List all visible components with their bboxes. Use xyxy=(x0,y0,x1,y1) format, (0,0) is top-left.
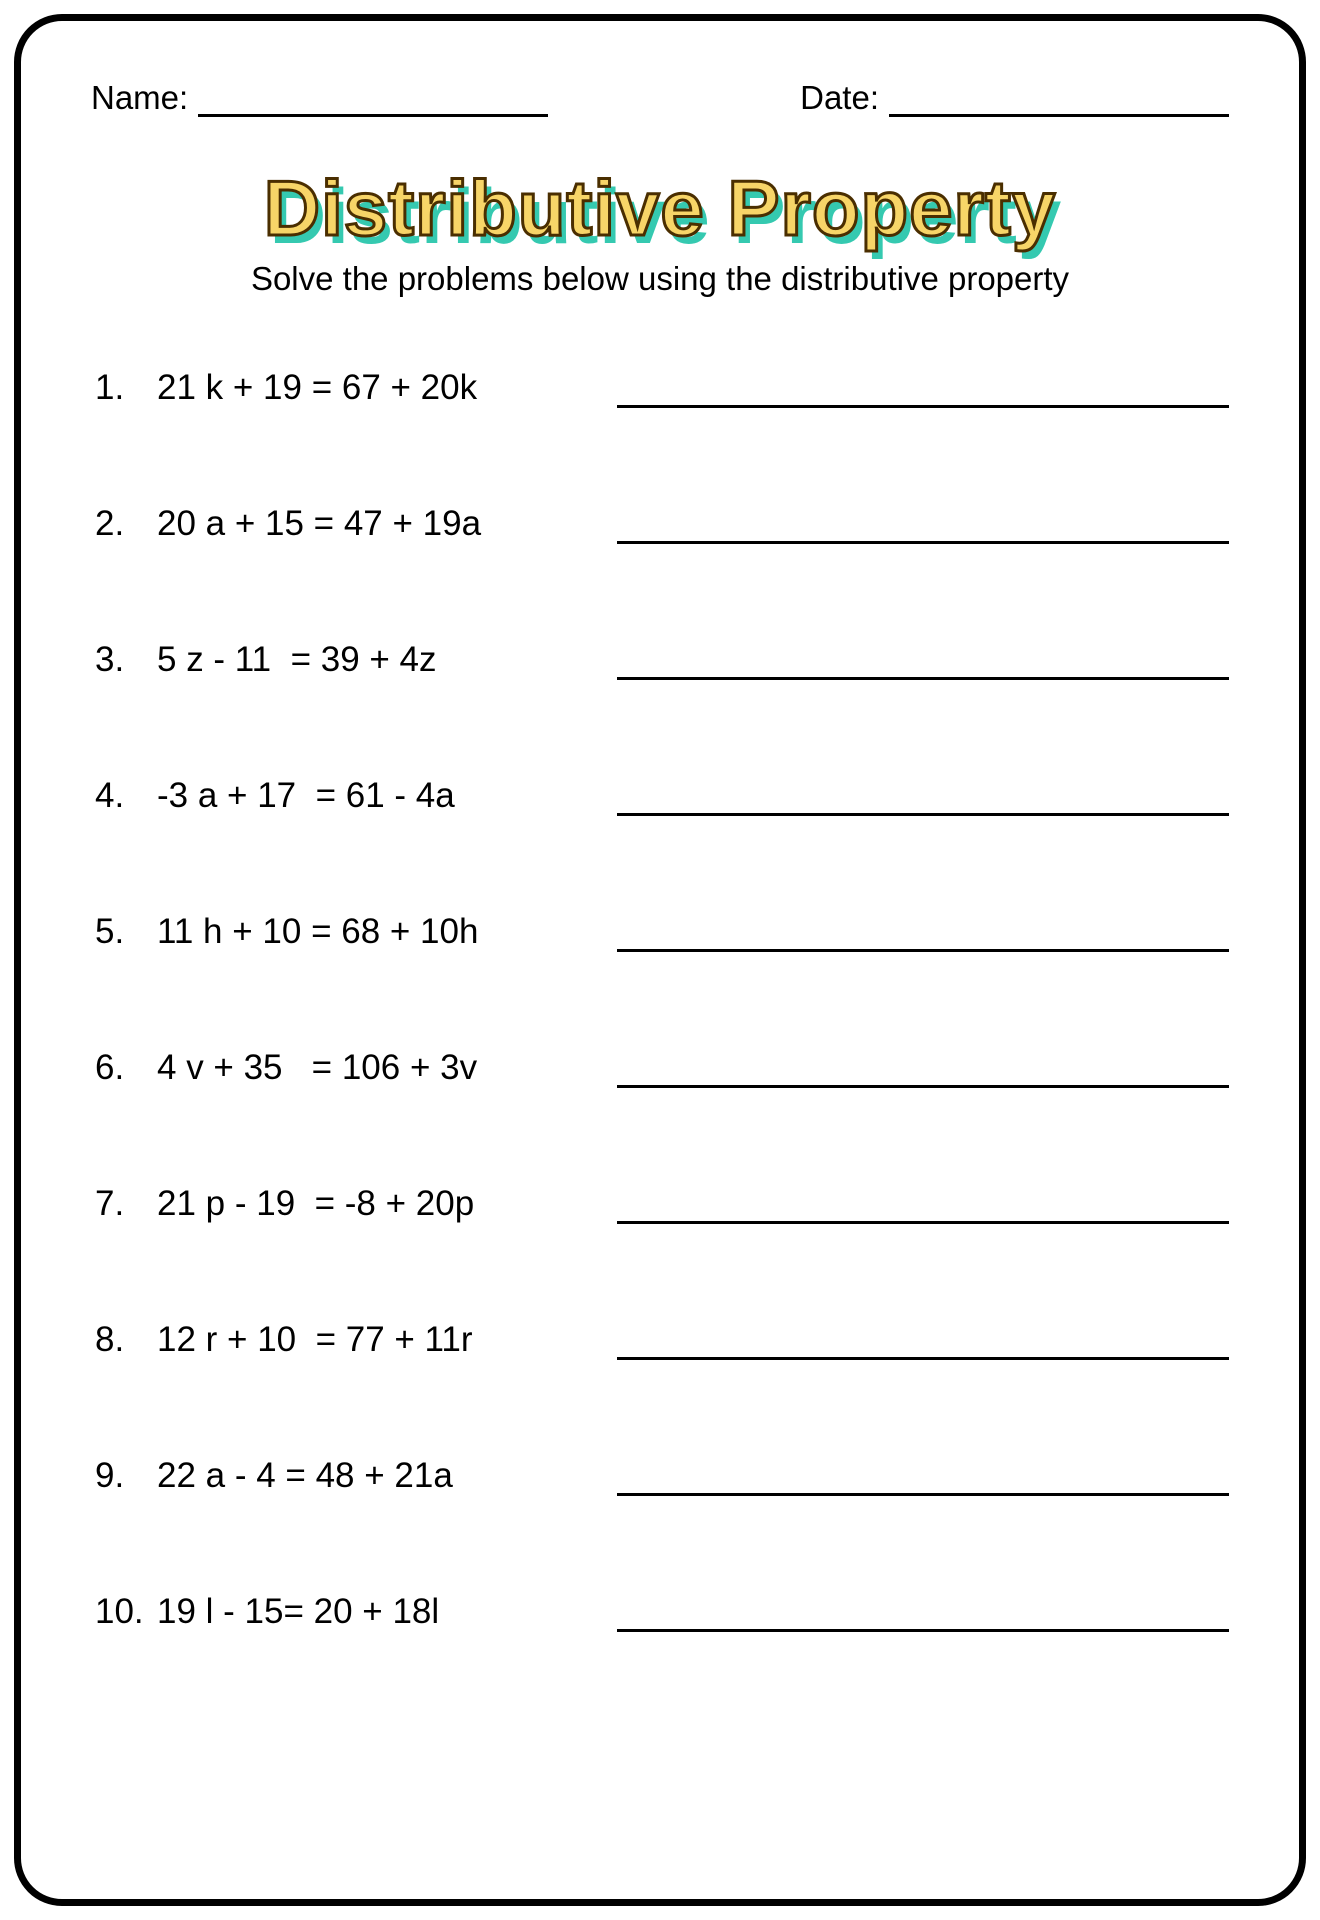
problem-equation: 21 p - 19 = -8 + 20p xyxy=(157,1184,607,1224)
problem-equation: 20 a + 15 = 47 + 19a xyxy=(157,504,607,544)
problem-row: 5.11 h + 10 = 68 + 10h xyxy=(95,912,1229,952)
problem-number: 2. xyxy=(95,504,157,544)
problems-list: 1.21 k + 19 = 67 + 20k 2.20 a + 15 = 47 +… xyxy=(91,368,1229,1632)
worksheet-subtitle: Solve the problems below using the distr… xyxy=(91,260,1229,298)
problem-equation: 12 r + 10 = 77 + 11r xyxy=(157,1320,607,1360)
title-front: Distributive Property xyxy=(264,164,1057,252)
answer-blank-line[interactable] xyxy=(617,922,1229,952)
answer-blank-line[interactable] xyxy=(617,786,1229,816)
problem-equation: 22 a - 4 = 48 + 21a xyxy=(157,1456,607,1496)
problem-equation: 11 h + 10 = 68 + 10h xyxy=(157,912,607,952)
date-label: Date: xyxy=(800,79,889,117)
problem-row: 10.19 l - 15= 20 + 18l xyxy=(95,1592,1229,1632)
problem-equation: 5 z - 11 = 39 + 4z xyxy=(157,640,607,680)
problem-equation: -3 a + 17 = 61 - 4a xyxy=(157,776,607,816)
problem-number: 10. xyxy=(95,1592,157,1632)
problem-equation: 19 l - 15= 20 + 18l xyxy=(157,1592,607,1632)
problem-number: 4. xyxy=(95,776,157,816)
name-field: Name: xyxy=(91,79,548,117)
problem-number: 6. xyxy=(95,1048,157,1088)
worksheet-frame: Name: Date: Distributive Property Distri… xyxy=(14,14,1306,1906)
problem-row: 8.12 r + 10 = 77 + 11r xyxy=(95,1320,1229,1360)
answer-blank-line[interactable] xyxy=(617,650,1229,680)
problem-number: 9. xyxy=(95,1456,157,1496)
problem-row: 4.-3 a + 17 = 61 - 4a xyxy=(95,776,1229,816)
problem-number: 3. xyxy=(95,640,157,680)
date-field: Date: xyxy=(800,79,1229,117)
problem-row: 6.4 v + 35 = 106 + 3v xyxy=(95,1048,1229,1088)
answer-blank-line[interactable] xyxy=(617,1330,1229,1360)
problem-row: 9.22 a - 4 = 48 + 21a xyxy=(95,1456,1229,1496)
problem-row: 7.21 p - 19 = -8 + 20p xyxy=(95,1184,1229,1224)
problem-row: 1.21 k + 19 = 67 + 20k xyxy=(95,368,1229,408)
answer-blank-line[interactable] xyxy=(617,1602,1229,1632)
answer-blank-line[interactable] xyxy=(617,378,1229,408)
name-label: Name: xyxy=(91,79,198,117)
problem-equation: 4 v + 35 = 106 + 3v xyxy=(157,1048,607,1088)
problem-number: 7. xyxy=(95,1184,157,1224)
answer-blank-line[interactable] xyxy=(617,1058,1229,1088)
title-block: Distributive Property Distributive Prope… xyxy=(91,163,1229,254)
problem-equation: 21 k + 19 = 67 + 20k xyxy=(157,368,607,408)
answer-blank-line[interactable] xyxy=(617,1466,1229,1496)
name-blank-line[interactable] xyxy=(198,87,548,117)
date-blank-line[interactable] xyxy=(889,87,1229,117)
problem-row: 3.5 z - 11 = 39 + 4z xyxy=(95,640,1229,680)
answer-blank-line[interactable] xyxy=(617,1194,1229,1224)
problem-number: 1. xyxy=(95,368,157,408)
problem-number: 5. xyxy=(95,912,157,952)
header-row: Name: Date: xyxy=(91,79,1229,117)
answer-blank-line[interactable] xyxy=(617,514,1229,544)
worksheet-title: Distributive Property Distributive Prope… xyxy=(264,163,1057,254)
problem-row: 2.20 a + 15 = 47 + 19a xyxy=(95,504,1229,544)
problem-number: 8. xyxy=(95,1320,157,1360)
